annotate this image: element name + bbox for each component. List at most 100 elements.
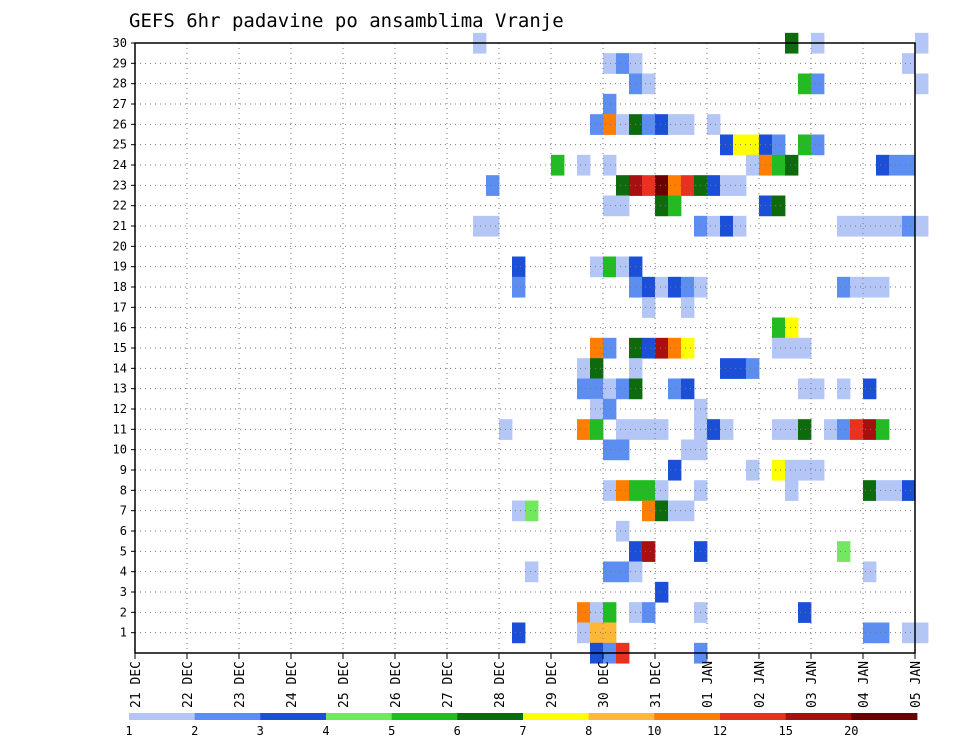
precip-cell — [512, 276, 526, 298]
precip-cell — [577, 622, 591, 644]
y-tick-label: 25 — [113, 138, 127, 152]
y-axis: 1234567891011121314151617181920212223242… — [113, 36, 135, 640]
precip-cell — [512, 256, 526, 278]
y-tick-label: 24 — [113, 158, 127, 172]
precip-cell — [603, 114, 617, 135]
precip-cell — [590, 602, 604, 623]
precip-cell — [876, 215, 890, 237]
colorbar-label: 4 — [322, 724, 329, 738]
precip-cell — [525, 500, 539, 522]
precip-cell — [603, 154, 617, 176]
precip-cell — [590, 622, 604, 644]
precip-cell — [616, 419, 630, 440]
precip-cell — [655, 276, 669, 298]
y-tick-label: 28 — [113, 77, 127, 91]
precip-cell — [798, 337, 812, 359]
precip-cell — [681, 439, 695, 461]
precip-cell — [811, 459, 825, 481]
precip-cell — [902, 215, 916, 237]
precip-cell — [720, 134, 734, 156]
precip-cell — [642, 297, 656, 318]
colorbar-label: 2 — [191, 724, 198, 738]
precip-cell — [616, 561, 630, 583]
x-tick-label: 31 DEC — [649, 661, 664, 708]
precip-cell — [655, 581, 669, 603]
x-tick-label: 30 DEC — [597, 661, 612, 708]
precip-cell — [512, 622, 526, 644]
precip-cell — [850, 419, 864, 440]
colorbar-label: 10 — [647, 724, 661, 738]
precip-cell — [837, 541, 851, 562]
precip-cell — [733, 134, 747, 156]
x-tick-label: 22 DEC — [181, 661, 196, 708]
precip-cell — [616, 175, 630, 196]
precip-cell — [616, 256, 630, 278]
precip-cell — [733, 175, 747, 196]
precip-cell — [577, 602, 591, 623]
precip-cell — [915, 32, 929, 54]
precip-cell — [772, 317, 786, 339]
precip-cell — [746, 358, 760, 379]
precip-cell — [798, 134, 812, 156]
precip-cell — [863, 480, 877, 501]
x-tick-label: 27 DEC — [441, 661, 456, 708]
y-tick-label: 30 — [113, 36, 127, 50]
y-tick-label: 15 — [113, 341, 127, 355]
cells-layer — [473, 32, 929, 664]
chart-title: GEFS 6hr padavine po ansamblima Vranje — [129, 10, 564, 32]
precip-cell — [863, 561, 877, 583]
precip-cell — [668, 276, 682, 298]
precip-cell — [837, 378, 851, 400]
y-tick-label: 9 — [120, 463, 127, 477]
x-tick-label: 03 JAN — [805, 661, 820, 708]
precip-cell — [655, 337, 669, 359]
precip-cell — [876, 622, 890, 644]
precip-cell — [837, 276, 851, 298]
precip-cell — [473, 215, 487, 237]
precip-cell — [798, 602, 812, 623]
precip-cell — [837, 419, 851, 440]
precip-cell — [590, 256, 604, 278]
precip-cell — [642, 480, 656, 501]
precip-cell — [837, 215, 851, 237]
precip-cell — [720, 419, 734, 440]
precip-cell — [772, 419, 786, 440]
colorbar: 1 2 3 4 5 6 7 8 10 12 15 20 — [125, 713, 918, 738]
precip-cell — [642, 114, 656, 135]
precip-cell — [590, 114, 604, 135]
precip-cell — [603, 53, 617, 74]
precip-cell — [590, 378, 604, 400]
precip-cell — [577, 358, 591, 379]
y-tick-label: 7 — [120, 504, 127, 518]
precip-cell — [746, 459, 760, 481]
precip-cell — [590, 358, 604, 379]
precip-cell — [668, 500, 682, 522]
y-tick-label: 27 — [113, 97, 127, 111]
precip-cell — [668, 337, 682, 359]
precip-cell — [681, 175, 695, 196]
precip-cell — [863, 622, 877, 644]
precip-cell — [616, 480, 630, 501]
precip-cell — [785, 154, 799, 176]
precip-cell — [603, 337, 617, 359]
precip-cell — [668, 175, 682, 196]
precip-cell — [655, 500, 669, 522]
precip-cell — [642, 175, 656, 196]
y-tick-label: 26 — [113, 117, 127, 131]
precip-cell — [785, 317, 799, 339]
y-tick-label: 19 — [113, 260, 127, 274]
precip-cell — [746, 134, 760, 156]
precip-cell — [616, 195, 630, 217]
precip-cell — [616, 114, 630, 135]
precip-cell — [863, 378, 877, 400]
precip-cell — [603, 378, 617, 400]
colorbar-label: 5 — [388, 724, 395, 738]
colorbar-swatch — [785, 713, 852, 720]
precip-cell — [681, 276, 695, 298]
colorbar-swatch — [326, 713, 393, 720]
precip-cell — [642, 602, 656, 623]
x-tick-label: 02 JAN — [753, 661, 768, 708]
precip-cell — [902, 154, 916, 176]
precip-cell — [707, 419, 721, 440]
